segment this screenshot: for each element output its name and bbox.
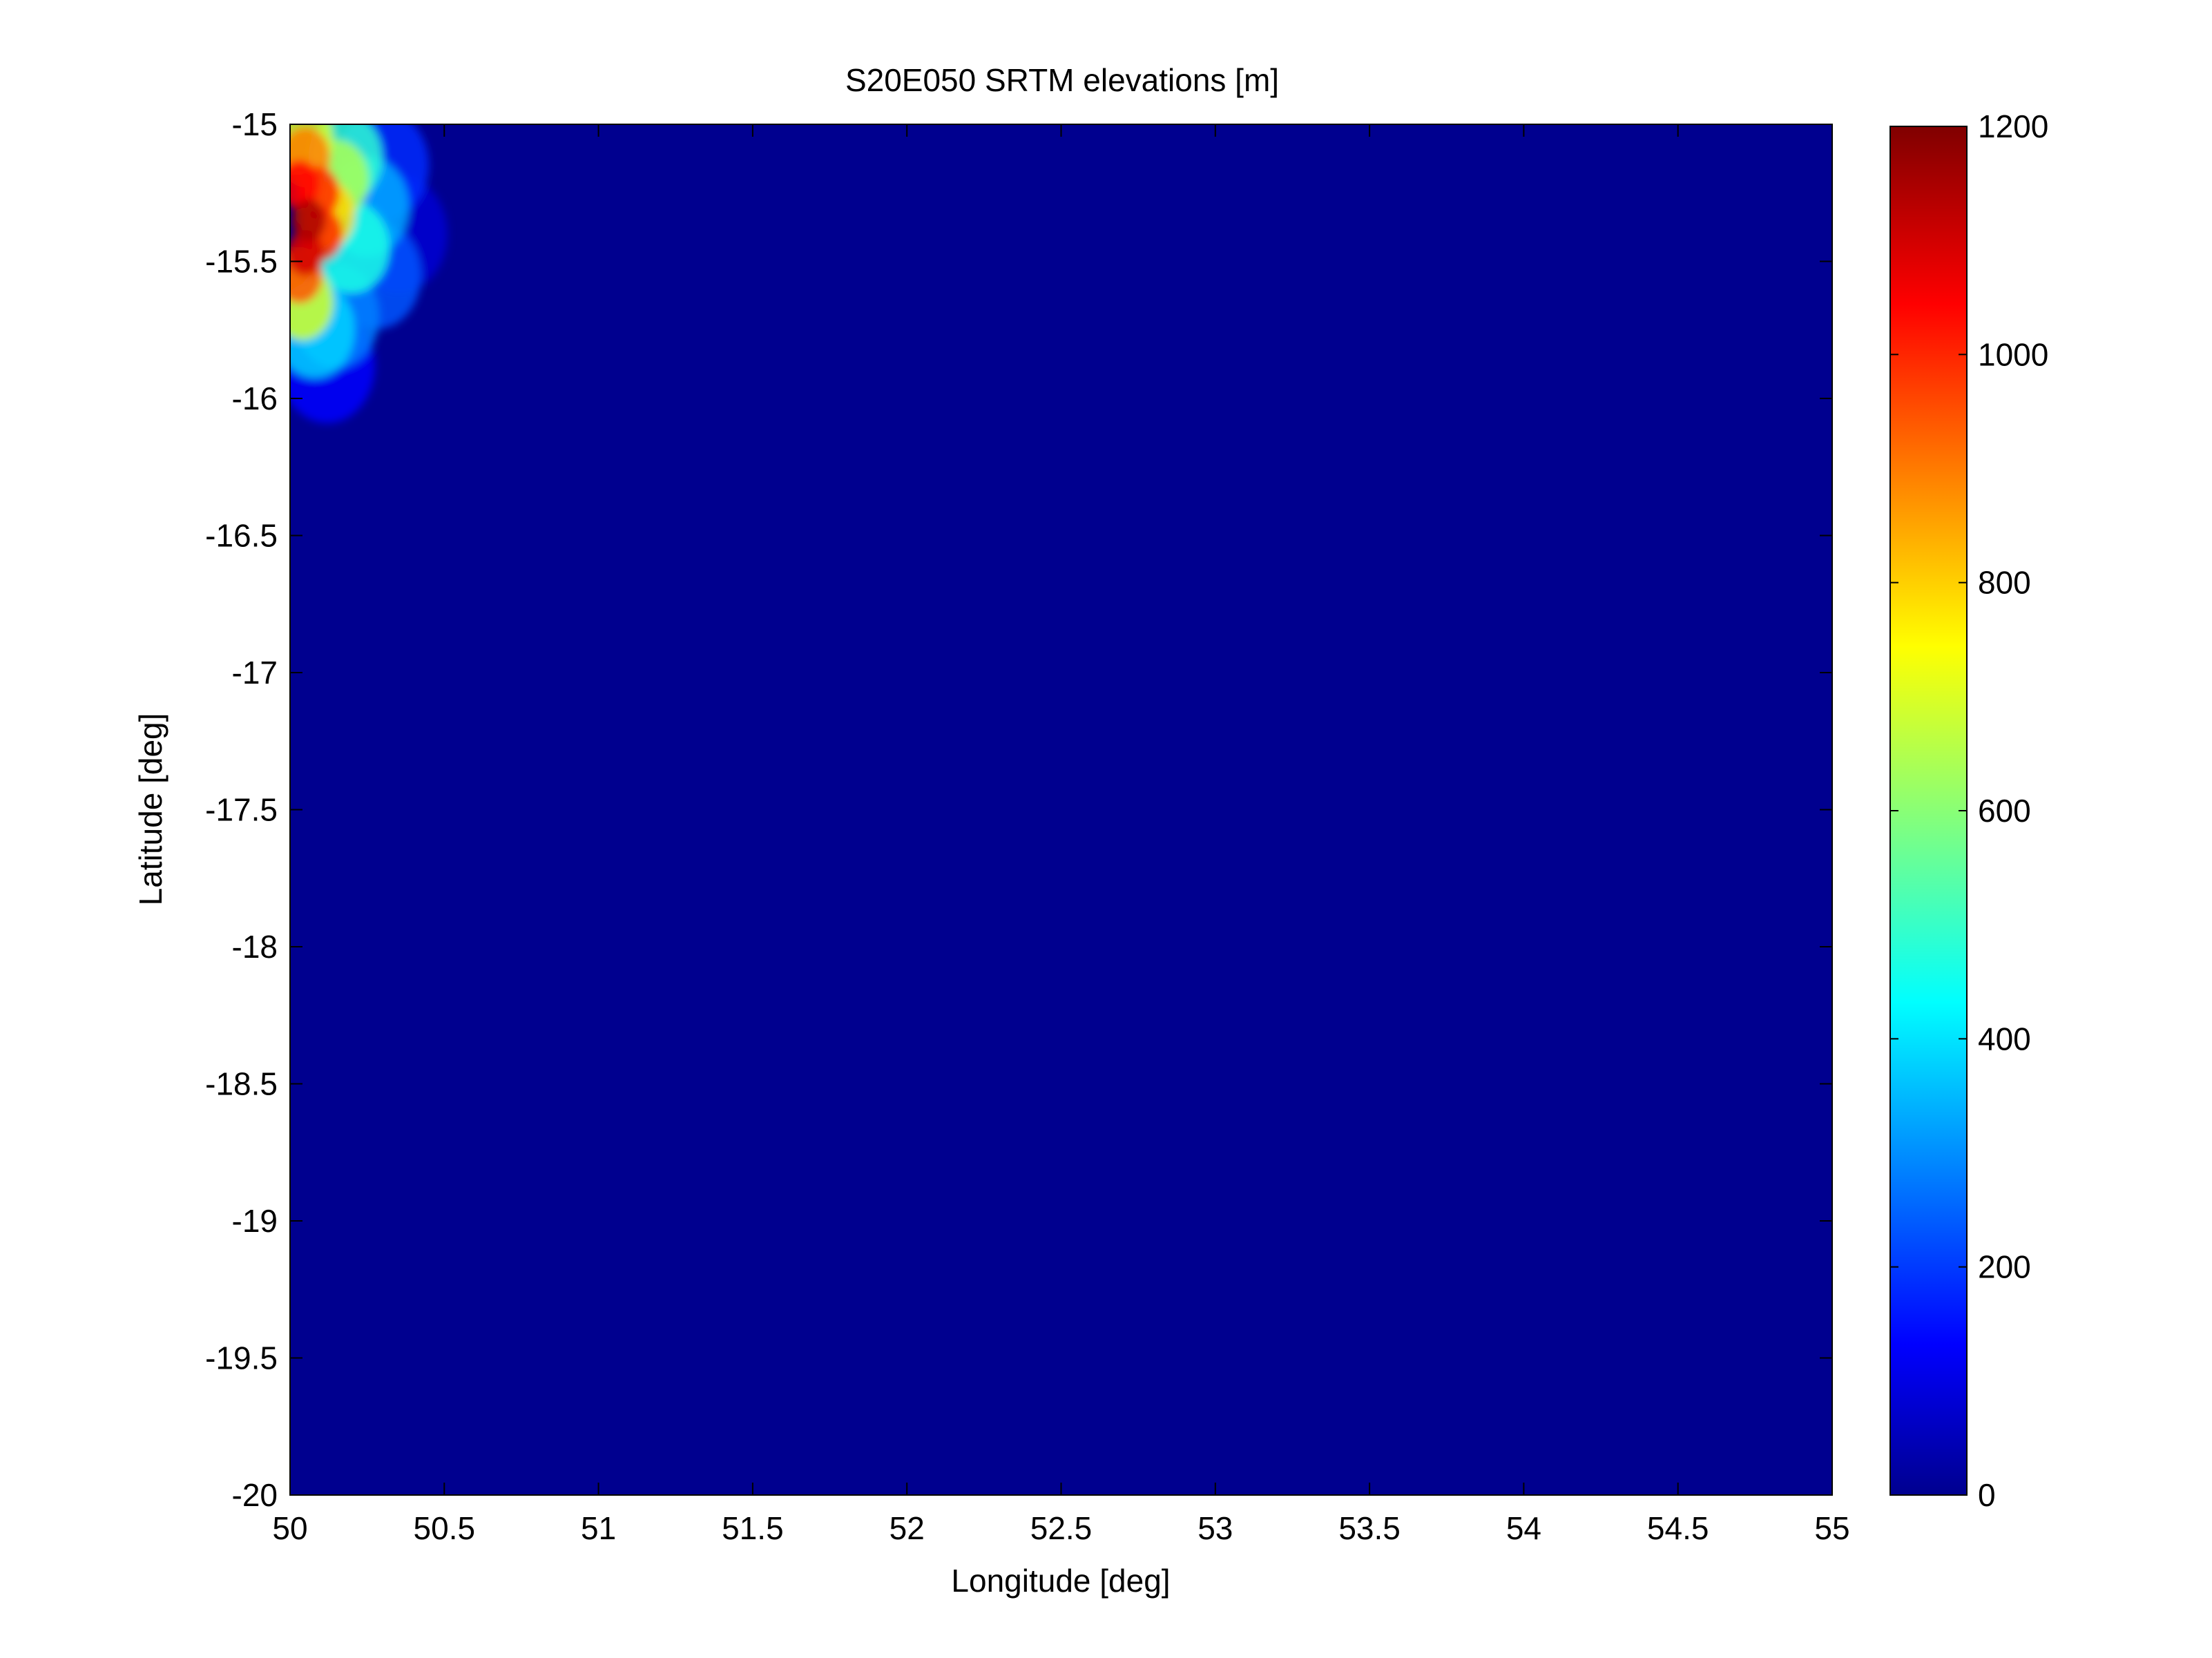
y-tick-label: -19 (232, 1203, 278, 1239)
x-tick-label: 53.5 (1338, 1510, 1401, 1546)
colorbar (1889, 126, 1968, 1496)
elevation-patch (291, 199, 326, 242)
y-tick-label: -18 (232, 929, 278, 965)
x-tick-label: 50.5 (414, 1510, 476, 1546)
x-axis-label: Longitude [deg] (951, 1563, 1170, 1599)
y-tick-label: -15.5 (205, 244, 278, 280)
plot-frame (289, 124, 1833, 1496)
y-axis-label: Latitude [deg] (133, 713, 169, 906)
x-axis: 50 50.5 51 51.5 52 52.5 53 53.5 54 54.5 55 (272, 124, 1850, 1546)
y-tick-label: -19.5 (205, 1340, 278, 1376)
colorbar-tick-label: 200 (1978, 1249, 2031, 1285)
colorbar-tick-label: 1200 (1978, 108, 2048, 144)
x-tick-label: 52.5 (1030, 1510, 1093, 1546)
x-tick-label: 52 (889, 1510, 925, 1546)
y-tick-label: -16.5 (205, 518, 278, 554)
y-tick-label: -17.5 (205, 792, 278, 828)
colorbar-tick-label: 800 (1978, 565, 2031, 601)
y-axis: -15 -15.5 -16 -16.5 -17 -17.5 -18 -18.5 -19 -19.5… (205, 106, 1832, 1513)
x-tick-label: 51.5 (722, 1510, 784, 1546)
colorbar-ticks: 0 200 400 600 800 1000 1200 (1890, 108, 2048, 1513)
colorbar-tick-label: 600 (1978, 793, 2031, 829)
x-tick-label: 54.5 (1647, 1510, 1709, 1546)
heatmap-background (290, 124, 1832, 1495)
x-tick-label: 54 (1506, 1510, 1541, 1546)
colorbar-tick-label: 0 (1978, 1477, 1996, 1513)
y-tick-label: -18.5 (205, 1066, 278, 1102)
elevated-region (290, 124, 448, 423)
elevation-patch (290, 230, 325, 276)
colorbar-tick-label: 1000 (1978, 336, 2048, 372)
x-tick-label: 50 (272, 1510, 307, 1546)
x-tick-label: 55 (1814, 1510, 1849, 1546)
x-tick-label: 53 (1198, 1510, 1233, 1546)
x-tick-label: 51 (581, 1510, 616, 1546)
colorbar-tick-label: 400 (1978, 1021, 2031, 1057)
elevation-patch (290, 160, 320, 210)
y-tick-label: -15 (232, 106, 278, 142)
y-tick-label: -16 (232, 380, 278, 416)
y-tick-label: -20 (232, 1477, 278, 1513)
y-tick-label: -17 (232, 655, 278, 691)
chart-title: S20E050 SRTM elevations [m] (845, 62, 1279, 98)
